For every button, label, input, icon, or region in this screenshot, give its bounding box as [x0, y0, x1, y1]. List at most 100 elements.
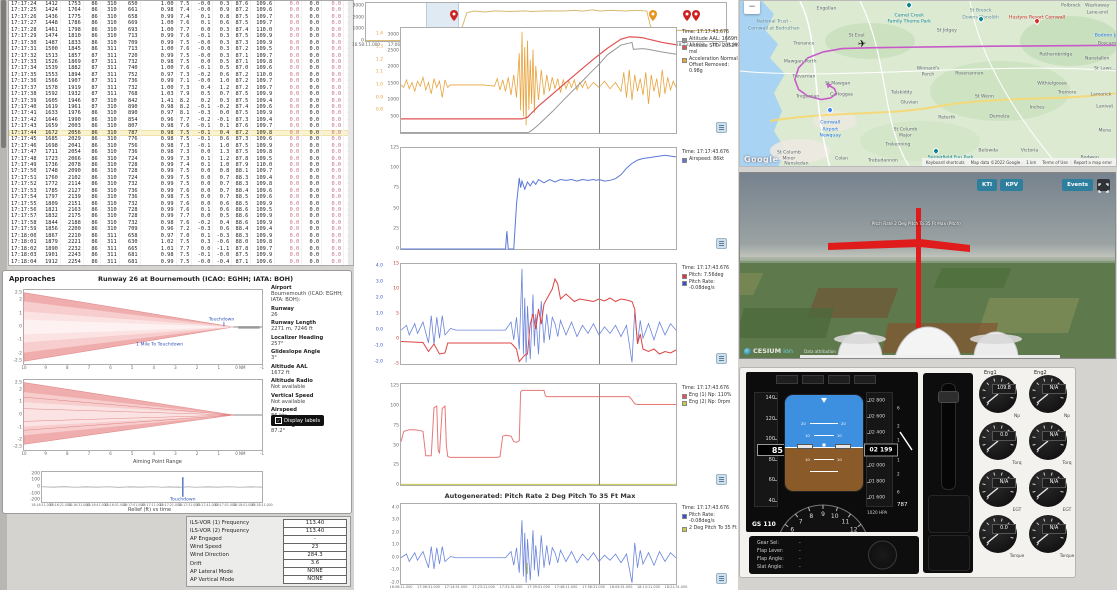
display-labels-button[interactable]: ✓ Display labels: [271, 415, 325, 426]
config-rows: Gear Sel: - Flap Lever: - Flap Angle: - Slat A…: [749, 536, 919, 571]
chart-expand-icon[interactable]: [716, 573, 727, 584]
x-tick: 2: [195, 365, 199, 370]
table-row[interactable]: 17:18:03 1901 2243 86 311 681 0.98 7.5 -0.1 -0.0 8…: [9, 252, 353, 259]
legend-entry[interactable]: Airspeed: 86kt: [682, 157, 738, 163]
legend-entry[interactable]: Altitude AAL: 1669ft: [682, 37, 738, 43]
table-row[interactable]: 17:17:54 1797 2139 86 310 736 0.98 7.5 0.0 0.7 88.…: [9, 194, 353, 201]
autogen-chart-title: Autogenerated: Pitch Rate 2 Deg Pitch To…: [444, 492, 636, 500]
map-attribution-item[interactable]: Terms of Use: [1042, 159, 1068, 165]
control-lever-panel[interactable]: [923, 373, 973, 573]
nav-field-value[interactable]: NONE: [283, 575, 347, 585]
legend-entry[interactable]: Acceleration Normal Offset Removed: 0.98…: [682, 57, 738, 75]
table-row[interactable]: 17:17:31 1500 1845 86 311 713 1.00 7.6 -0.0 0.3 87…: [9, 46, 353, 53]
chart-funnel2[interactable]: 2.5 2 1 0 -1 -2 -2.5 10 9 8 7 6 5 4 3 2 1 0 NM -1: [13, 379, 264, 456]
table-row[interactable]: 17:17:58 1844 2188 86 310 732 0.98 7.6 -0.2 0.4 88…: [9, 219, 353, 227]
legend-entry[interactable]: Pitch Rate: -0.08deg/s: [682, 280, 738, 292]
table-row[interactable]: 17:17:59 1856 2200 86 310 709 0.96 7.2 -0.3 0.6 88…: [9, 226, 353, 233]
chart-funnel1[interactable]: 2.5 2 1 0 -1 -2 -2.5 10 9 8 7 6 5 4 3 2 1 0 NM -1 Touchdown…: [13, 289, 264, 370]
table-row[interactable]: 17:17:53 1785 2127 86 310 736 0.99 7.6 0.0 0.7 88.…: [9, 187, 353, 195]
cesium-logo[interactable]: CESIUM ion: [744, 347, 793, 355]
vsi-tick: 2: [897, 423, 900, 429]
y-tick: -1: [17, 425, 23, 431]
chart-altitude[interactable]: 3000 2500 2000 1500 1000 500 1.4 1.3 1.2 1.1 1.0 0.…: [376, 27, 677, 134]
gauge-value: N/A: [1042, 384, 1066, 394]
chart-expand-icon[interactable]: [716, 474, 727, 485]
x-tick: 18:16:51.000: [104, 503, 127, 507]
table-row[interactable]: 17:17:42 1646 1990 86 310 854 0.96 7.7 -0.2 -0.1 8…: [9, 116, 353, 124]
table-row[interactable]: 17:17:35 1553 1894 87 311 752 0.97 7.3 -0.2 0.6 87…: [9, 71, 353, 79]
table-row[interactable]: 17:17:37 1578 1919 87 311 732 1.00 7.3 0.4 1.2 87.…: [9, 84, 353, 92]
switch-box-1[interactable]: [928, 495, 970, 533]
chart-np[interactable]: 125 100 75 50 25 0: [390, 383, 677, 488]
table-row[interactable]: 17:17:40 1619 1961 87 310 890 0.98 8.2 -0.1 -0.2 8…: [9, 104, 353, 111]
map-pin-marker[interactable]: [648, 9, 657, 21]
y2-tick: 4.0: [375, 263, 383, 269]
chart-expand-icon[interactable]: [716, 238, 727, 249]
route-map[interactable]: National Trust - Cornwall at Bedruthan Eng…: [739, 0, 1117, 167]
cesium-attribution[interactable]: Data attribution: [804, 349, 836, 354]
legend-entry[interactable]: Altitude STD: 2052ft msl: [682, 44, 738, 56]
table-row[interactable]: 17:17:49 1736 2078 86 310 728 0.99 7.4 0.1 1.0 87.…: [9, 161, 353, 169]
runway-chart-title: Runway 26 at Bournemouth (ICAO: EGHH; IA…: [98, 275, 294, 283]
map-attribution-item[interactable]: Map data ©2022 Google: [970, 159, 1021, 165]
map-attribution-item[interactable]: Keyboard shortcuts: [925, 159, 965, 165]
fullscreen-button[interactable]: [1097, 179, 1110, 193]
map-place-label: Airport: [822, 127, 839, 133]
chart-airspeed[interactable]: 125 100 75 50 25 0: [390, 146, 677, 252]
table-row[interactable]: 17:17:45 1685 2029 86 310 776 0.98 7.5 -0.1 0.6 87…: [9, 136, 353, 143]
table-row[interactable]: 17:17:36 1566 1907 87 311 736 0.99 7.1 -0.0 1.0 87…: [9, 78, 353, 85]
primary-flight-display: 85 140 120 100 80 60 40 GS 110 20 20 10 10 10 10 0…: [746, 372, 918, 532]
map-place-label: Demelza: [989, 114, 1010, 119]
table-row[interactable]: 17:18:04 1912 2254 86 311 681 0.99 7.5 -0.0 -0.4 8…: [9, 258, 353, 265]
chart-pitch[interactable]: 15 10 5 0 -5 4.0 3.0 2.0 1.0 0.0 -1.0 -2.0: [374, 262, 677, 367]
table-row[interactable]: 17:17:30 1487 1833 86 310 709 0.99 7.5 -0.0 0.3 87…: [9, 39, 353, 47]
map-pin-marker[interactable]: [683, 9, 692, 21]
lever-knob[interactable]: [938, 391, 959, 403]
table-row[interactable]: 17:17:33 1526 1869 87 311 732 0.98 7.5 0.0 0.5 87.…: [9, 58, 353, 66]
table-row[interactable]: 17:17:38 1592 1932 87 311 768 1.03 7.9 0.5 0.7 87.…: [9, 91, 353, 98]
legend-entry[interactable]: 2 Deg Pitch To 35 Ft: [682, 526, 738, 532]
cesium-3d-view[interactable]: Pitch Rate 2 Deg Pitch To 35 Ft Max (Pit…: [739, 172, 1116, 359]
x-tick: 9: [44, 451, 47, 456]
horizon-line: [785, 446, 863, 448]
table-row[interactable]: 17:17:27 1448 1786 86 310 669 1.00 7.6 0.1 0.6 87.…: [9, 20, 353, 27]
legend-entry[interactable]: Eng (1) Np: 110%: [682, 393, 738, 399]
cesium-button-kti[interactable]: KTI: [976, 179, 997, 191]
map-pin-marker[interactable]: [450, 9, 459, 21]
table-row[interactable]: 17:17:26 1436 1775 86 310 658 0.99 7.4 0.1 0.8 87.…: [9, 13, 353, 21]
map-pin-marker[interactable]: [692, 9, 701, 21]
table-row[interactable]: 17:17:29 1474 1810 86 310 713 0.99 7.6 -0.1 0.3 87…: [9, 33, 353, 40]
scrollbar-thumb[interactable]: [1, 0, 6, 148]
chart-expand-icon[interactable]: [716, 122, 727, 133]
table-scrollbar[interactable]: [348, 1, 353, 265]
table-row[interactable]: 17:17:41 1633 1976 86 310 890 0.97 8.1 -0.3 0.0 87…: [9, 110, 353, 117]
y-tick: 0: [19, 412, 22, 418]
x-tick: 18:16:31.000: [67, 503, 90, 507]
table-row[interactable]: 17:17:57 1832 2175 86 310 728 0.99 7.7 0.0 0.5 88.…: [9, 213, 353, 220]
table-row[interactable]: 17:17:55 1809 2151 86 310 732 0.99 7.6 0.0 0.6 88.…: [9, 200, 353, 207]
table-row[interactable]: 17:17:47 1711 2054 86 310 736 0.98 7.3 0.0 1.3 87.…: [9, 149, 353, 156]
y-tick: 1000: [387, 97, 399, 103]
gauge-eng1-torq: 0.0: [979, 422, 1017, 460]
display-labels-label: Display labels: [284, 417, 321, 424]
cesium-button-kpv[interactable]: KPV: [1000, 179, 1023, 191]
table-row[interactable]: 17:17:32 1513 1857 87 311 720 0.99 7.5 -0.0 0.3 87…: [9, 52, 353, 59]
flight-data-table[interactable]: 17:17:24 1412 1753 86 310 650 1.00 7.5 -0.0 0.3 87…: [8, 0, 354, 266]
cesium-button-events[interactable]: Events: [1062, 179, 1093, 191]
table-row[interactable]: 17:18:01 1879 2221 86 311 630 1.02 7.5 0.3 -0.6 88…: [9, 239, 353, 246]
table-row[interactable]: 17:17:34 1539 1882 87 311 740 1.00 7.6 -0.1 0.5 87…: [9, 65, 353, 72]
map-attribution-item[interactable]: 1 km: [1026, 159, 1037, 165]
map-attribution-item[interactable]: Report a map error: [1073, 159, 1112, 165]
chart-expand-icon[interactable]: [716, 353, 727, 364]
nav-field-label: Wind Direction: [190, 552, 229, 559]
map-zoom-out-button[interactable]: −: [744, 1, 760, 14]
chart-pitchrate2[interactable]: 4.0 3.0 2.0 1.0 0.0 -1.0 -2.0 16:58:11.000 17:06…: [390, 503, 687, 589]
legend-entry[interactable]: Pitch: 7.56deg: [682, 273, 738, 279]
legend-entry[interactable]: Eng (2) Np: 0rpm: [682, 400, 738, 406]
table-row[interactable]: 17:17:28 1461 1798 86 310 693 1.00 7.7 0.0 0.3 87.…: [9, 26, 353, 34]
chart-relief[interactable]: 200 100 0 -100 -200 18:16:11.000 18:16:21.000 1…: [30, 471, 273, 507]
switch-box-2[interactable]: [928, 535, 970, 571]
table-row[interactable]: 17:17:52 1772 2114 86 310 732 0.99 7.5 0.0 0.7 88.…: [9, 181, 353, 188]
legend-entry[interactable]: Pitch Rate: -0.08deg/s: [682, 513, 738, 525]
aircraft-icon: ✈: [857, 38, 868, 51]
